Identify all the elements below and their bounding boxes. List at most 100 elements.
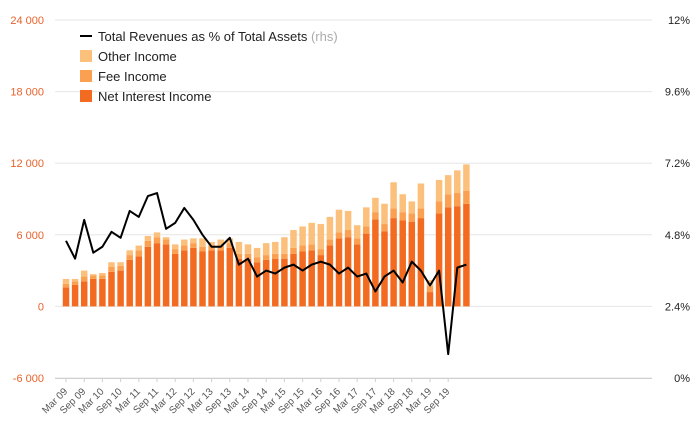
bar-fee-income [199,246,206,252]
bar-net-interest-income [344,237,352,307]
bar-other-income [344,210,352,231]
bar-net-interest-income [463,203,470,307]
bar-fee-income [363,226,370,234]
bar-other-income [171,244,179,250]
bar-net-interest-income [171,253,179,307]
bar-other-income [335,209,343,233]
bar-net-interest-income [444,207,452,307]
right-axis: 12% 9.6% 7.2% 4.8% 2.4% 0% [665,15,690,385]
bar-fee-income [244,253,252,259]
bar-net-interest-income [90,278,97,307]
bar-fee-income [408,213,416,222]
bar-fee-income [108,267,115,272]
bar-net-interest-income [435,213,443,307]
bar-other-income [162,237,170,240]
bar-fee-income [435,201,443,214]
bar-fee-income [353,238,361,245]
bar-fee-income [308,244,315,251]
bar-net-interest-income [117,270,124,307]
bar-other-income [463,164,470,191]
legend-note: (rhs) [307,29,337,44]
bar-other-income [62,278,70,284]
bar-net-interest-income [80,281,88,307]
bar-other-income [454,170,461,194]
bar-other-income [199,238,206,247]
bar-fee-income [372,212,379,220]
legend-label: Net Interest Income [98,89,211,104]
bar-fee-income [253,257,261,263]
bar-fee-income [335,232,343,239]
y-tick-left: 18 000 [10,87,44,99]
bar-other-income [353,225,361,239]
legend-box-marker [80,50,92,62]
bar-fee-income [426,286,434,293]
bar-fee-income [290,247,297,254]
bar-net-interest-income [235,258,243,307]
bar-net-interest-income [372,219,379,307]
y-tick-right: 2.4% [665,301,690,313]
bar-fee-income [80,276,88,282]
y-tick-right: 0% [674,373,690,385]
bar-net-interest-income [108,271,115,307]
bar-other-income [217,239,224,246]
bar-fee-income [381,224,388,232]
bar-other-income [372,197,379,213]
bar-other-income [71,278,79,282]
y-tick-left: -6 000 [13,373,44,385]
bar-other-income [190,238,197,244]
bar-net-interest-income [181,250,188,307]
bar-other-income [426,280,434,287]
bar-net-interest-income [417,218,425,307]
bar-net-interest-income [308,250,315,307]
bar-fee-income [90,275,97,279]
bar-other-income [181,239,188,246]
bar-fee-income [299,245,306,252]
bar-other-income [290,230,297,248]
y-tick-right: 9.6% [665,87,690,99]
bar-net-interest-income [363,233,370,307]
bar-other-income [99,272,106,276]
bar-net-interest-income [208,250,215,307]
bar-net-interest-income [217,250,224,307]
y-tick-right: 4.8% [665,230,690,242]
bar-fee-income [190,243,197,248]
legend-label: Other Income [98,49,177,64]
legend: Total Revenues as % of Total Assets (rhs… [80,29,338,104]
bar-other-income [399,194,406,213]
bar-net-interest-income [253,262,261,307]
bar-net-interest-income [399,220,406,307]
bar-net-interest-income [135,256,143,307]
bar-other-income [90,274,97,276]
bar-fee-income [272,253,279,259]
bar-net-interest-income [190,247,197,307]
bar-net-interest-income [290,253,297,307]
bar-fee-income [262,255,270,260]
y-tick-left: 6 000 [16,230,44,242]
bar-other-income [244,244,252,254]
bar-fee-income [99,275,106,279]
bar-other-income [417,183,425,209]
bar-other-income [408,201,416,214]
bar-fee-income [126,255,133,260]
bar-fee-income [444,194,452,208]
bar-fee-income [235,253,243,259]
bar-other-income [208,241,215,246]
bar-net-interest-income [454,206,461,307]
bar-net-interest-income [390,218,397,307]
line-total-revenues-pct [65,192,467,356]
bar-fee-income [181,245,188,251]
y-tick-right: 12% [668,15,690,27]
bar-fee-income [62,283,70,288]
bar-other-income [235,241,243,254]
bar-fee-income [153,237,161,244]
legend-label: Total Revenues as % of Total Assets (rhs… [98,29,338,44]
bar-other-income [153,232,161,238]
bar-net-interest-income [62,287,70,307]
bar-fee-income [281,253,288,259]
y-tick-left: 12 000 [10,158,44,170]
y-tick-left: 24 000 [10,15,44,27]
bar-fee-income [317,249,325,256]
bar-other-income [317,224,325,250]
